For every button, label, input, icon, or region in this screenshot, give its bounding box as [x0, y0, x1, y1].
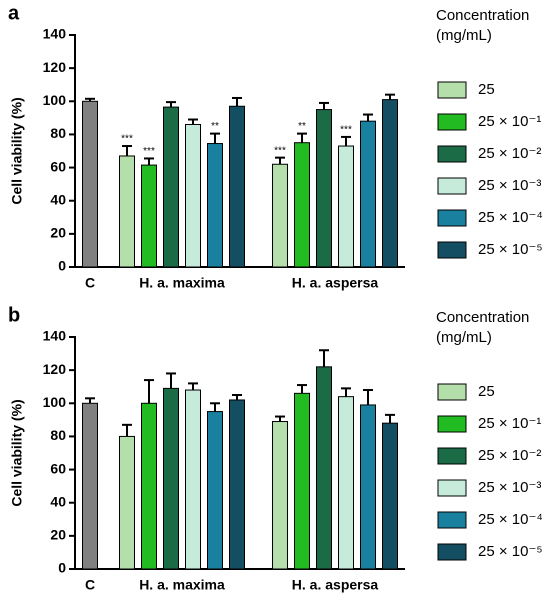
bar — [82, 402, 98, 570]
y-tick-label: 120 — [43, 361, 67, 377]
legend-subtitle: (mg/mL) — [436, 329, 492, 346]
legend-label: 25 × 10⁻² — [478, 447, 541, 464]
x-tick-label: H. a. maxima — [139, 577, 225, 593]
legend-label: 25 × 10⁻³ — [478, 177, 541, 194]
legend-label: 25 — [478, 383, 495, 400]
significance: *** — [274, 145, 286, 156]
y-tick-label: 80 — [50, 427, 66, 443]
bar — [316, 366, 332, 570]
bar — [119, 435, 135, 570]
x-tick-label: C — [85, 275, 95, 291]
bar — [207, 411, 223, 570]
y-tick-label: 60 — [50, 460, 66, 476]
legend-swatch — [437, 447, 467, 465]
bar — [382, 99, 398, 268]
legend-label: 25 × 10⁻⁴ — [478, 209, 543, 226]
bar — [82, 100, 98, 268]
y-axis-label: Cell viability (%) — [9, 97, 25, 204]
bar — [163, 387, 179, 570]
bar — [382, 422, 398, 570]
bar — [272, 421, 288, 570]
bar — [338, 396, 354, 570]
panel-label: a — [8, 2, 20, 24]
bar — [229, 399, 245, 570]
bar — [119, 155, 135, 268]
legend-subtitle: (mg/mL) — [436, 27, 492, 44]
legend-swatch — [437, 81, 467, 99]
legend-label: 25 × 10⁻⁴ — [478, 511, 543, 528]
legend-label: 25 × 10⁻¹ — [478, 113, 541, 130]
y-tick-label: 100 — [43, 394, 67, 410]
y-axis-label: Cell viability (%) — [9, 399, 25, 506]
legend-swatch — [437, 511, 467, 529]
bar — [185, 123, 201, 268]
legend-label: 25 × 10⁻⁵ — [478, 241, 543, 258]
x-tick-label: C — [85, 577, 95, 593]
significance: ** — [211, 121, 219, 132]
bar — [294, 142, 310, 268]
y-tick-label: 100 — [43, 92, 67, 108]
significance: *** — [143, 146, 155, 157]
y-tick-label: 40 — [50, 493, 66, 509]
y-tick-label: 140 — [43, 26, 67, 42]
y-tick-label: 80 — [50, 125, 66, 141]
bar — [316, 109, 332, 268]
bar — [185, 389, 201, 570]
bar — [141, 164, 157, 268]
y-tick-label: 40 — [50, 191, 66, 207]
legend-swatch — [437, 241, 467, 259]
legend-swatch — [437, 543, 467, 561]
significance: *** — [340, 125, 352, 136]
significance: *** — [121, 134, 133, 145]
x-tick-label: H. a. maxima — [139, 275, 225, 291]
y-tick-label: 20 — [50, 225, 66, 241]
bar — [360, 404, 376, 570]
y-tick-label: 140 — [43, 328, 67, 344]
legend-label: 25 × 10⁻⁵ — [478, 543, 543, 560]
legend-swatch — [437, 177, 467, 195]
legend-swatch — [437, 383, 467, 401]
bar — [207, 143, 223, 268]
legend-title: Concentration — [436, 7, 529, 24]
legend-label: 25 × 10⁻³ — [478, 479, 541, 496]
bar — [338, 145, 354, 268]
y-tick-label: 0 — [58, 560, 66, 576]
y-tick-label: 0 — [58, 258, 66, 274]
x-tick-label: H. a. aspersa — [292, 577, 379, 593]
legend-label: 25 × 10⁻¹ — [478, 415, 541, 432]
legend-title: Concentration — [436, 309, 529, 326]
legend-swatch — [437, 113, 467, 131]
legend-swatch — [437, 479, 467, 497]
y-tick-label: 60 — [50, 158, 66, 174]
legend-label: 25 — [478, 81, 495, 98]
legend-swatch — [437, 145, 467, 163]
bar — [163, 106, 179, 268]
legend-swatch — [437, 415, 467, 433]
panel-label: b — [8, 304, 20, 326]
y-tick-label: 120 — [43, 59, 67, 75]
bar — [294, 392, 310, 570]
bar — [360, 120, 376, 268]
bar — [272, 163, 288, 268]
y-tick-label: 20 — [50, 527, 66, 543]
significance: ** — [298, 121, 306, 132]
legend-swatch — [437, 209, 467, 227]
x-tick-label: H. a. aspersa — [292, 275, 379, 291]
bar — [229, 105, 245, 268]
legend-label: 25 × 10⁻² — [478, 145, 541, 162]
bar — [141, 402, 157, 570]
